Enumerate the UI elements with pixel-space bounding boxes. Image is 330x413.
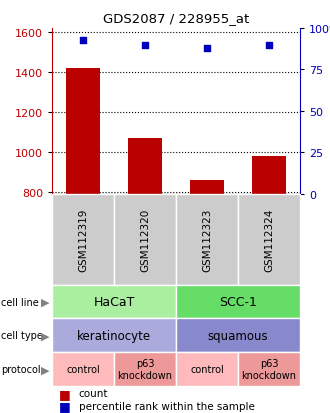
- Text: GSM112320: GSM112320: [140, 208, 150, 271]
- Text: control: control: [66, 364, 100, 374]
- Point: [143, 42, 148, 49]
- Text: GSM112319: GSM112319: [78, 208, 88, 271]
- Bar: [128, 138, 162, 194]
- Bar: [252, 156, 286, 194]
- Text: HaCaT: HaCaT: [93, 295, 135, 309]
- Text: percentile rank within the sample: percentile rank within the sample: [79, 401, 254, 411]
- Point: [204, 45, 210, 52]
- Title: GDS2087 / 228955_at: GDS2087 / 228955_at: [103, 12, 249, 25]
- Text: cell line: cell line: [1, 297, 38, 307]
- Bar: [190, 180, 224, 194]
- Point: [81, 37, 86, 44]
- Text: protocol: protocol: [1, 364, 40, 374]
- Text: GSM112324: GSM112324: [264, 208, 274, 271]
- Text: cell type: cell type: [1, 330, 43, 341]
- Bar: [66, 69, 100, 194]
- Text: ▶: ▶: [41, 297, 50, 307]
- Text: keratinocyte: keratinocyte: [77, 329, 151, 342]
- Text: p63
knockdown: p63 knockdown: [117, 358, 173, 380]
- Text: GSM112323: GSM112323: [202, 208, 212, 271]
- Text: squamous: squamous: [208, 329, 268, 342]
- Text: ■: ■: [59, 387, 71, 400]
- Point: [266, 42, 272, 49]
- Text: SCC-1: SCC-1: [219, 295, 257, 309]
- Text: p63
knockdown: p63 knockdown: [242, 358, 296, 380]
- Text: ▶: ▶: [41, 330, 50, 341]
- Text: ▶: ▶: [41, 364, 50, 374]
- Text: ■: ■: [59, 399, 71, 412]
- Text: control: control: [190, 364, 224, 374]
- Text: count: count: [79, 388, 108, 398]
